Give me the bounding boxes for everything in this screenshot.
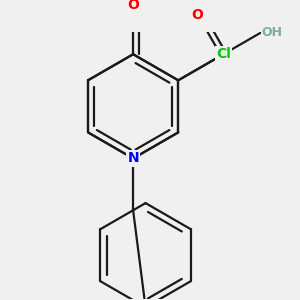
Text: O: O <box>192 8 204 22</box>
Text: O: O <box>127 0 139 12</box>
Text: OH: OH <box>262 26 283 39</box>
Text: N: N <box>127 152 139 165</box>
Text: Cl: Cl <box>216 47 231 61</box>
